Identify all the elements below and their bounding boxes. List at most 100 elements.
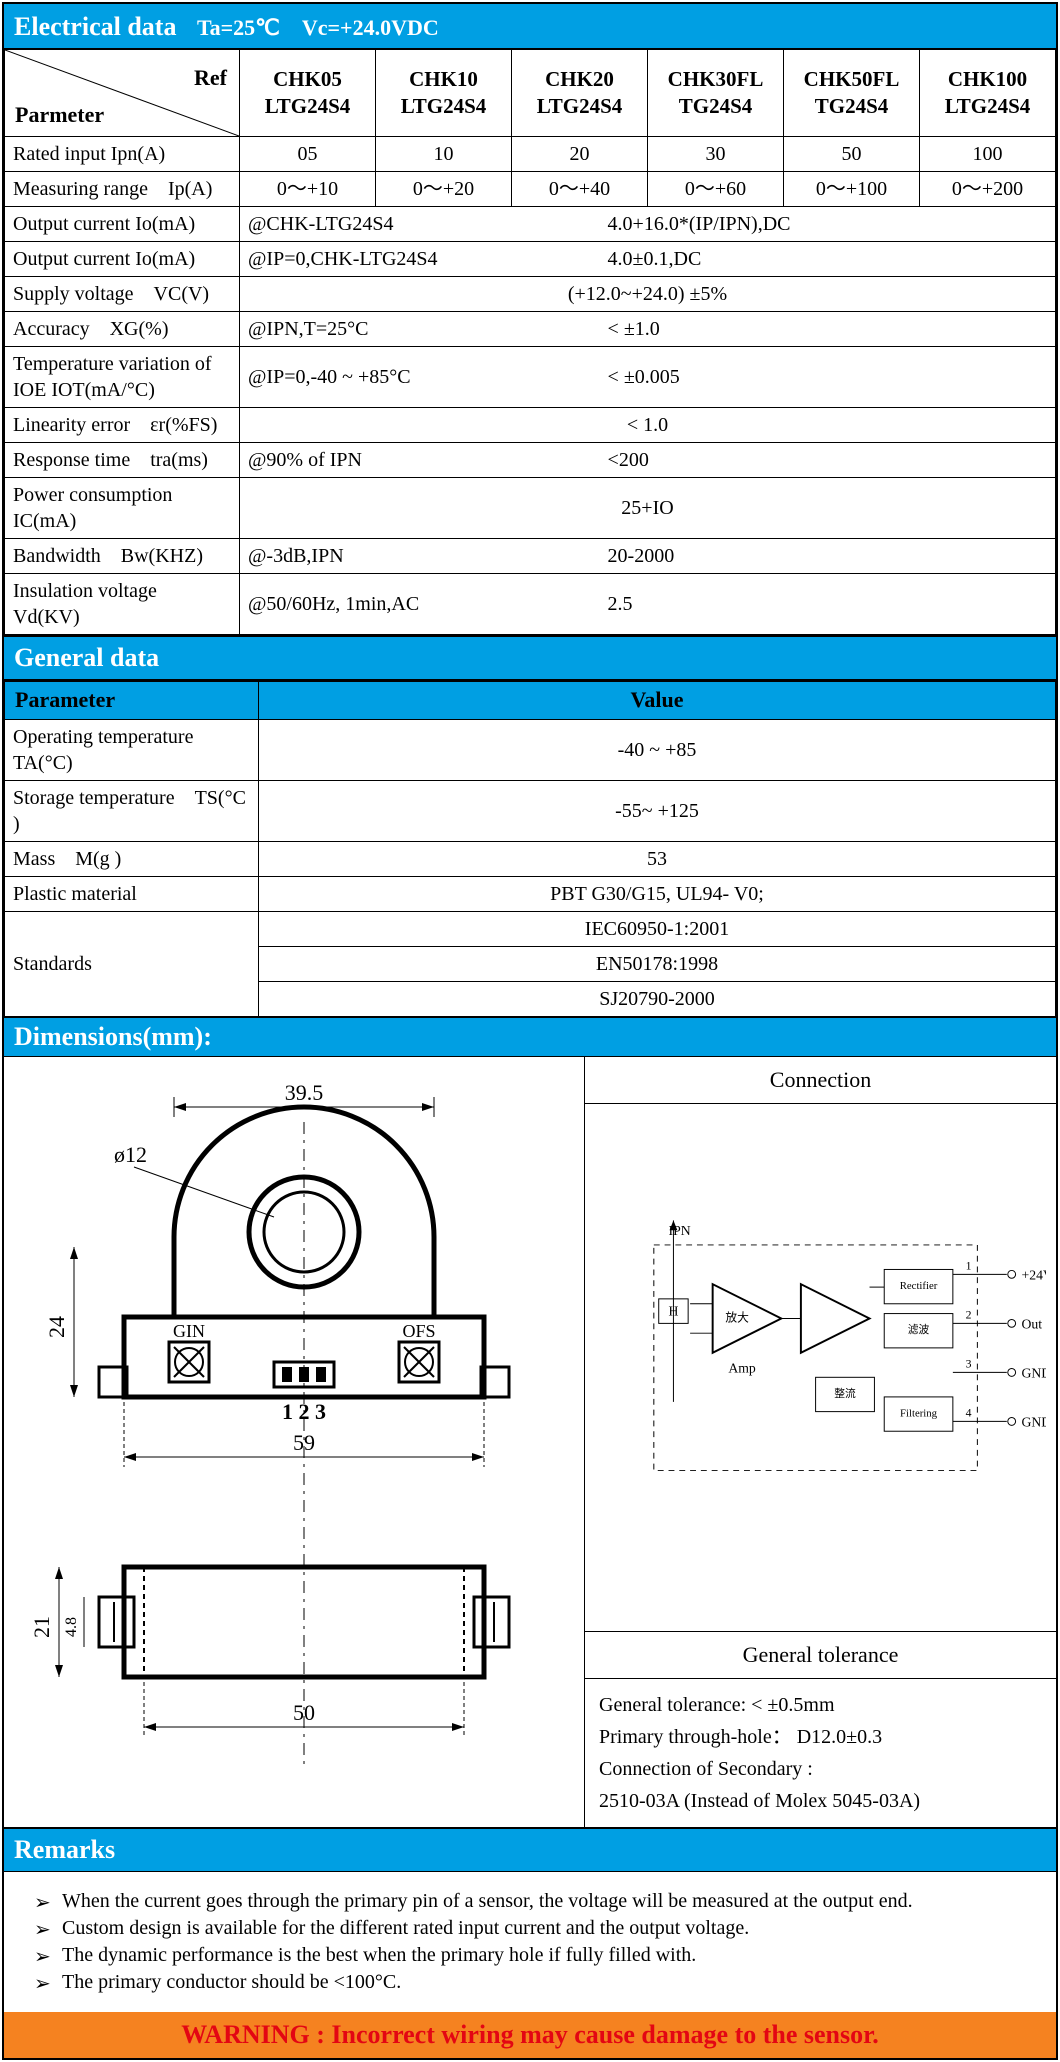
general-table: Parameter Value Operating temperature TA…: [4, 680, 1056, 1017]
pin4: 4: [966, 1406, 972, 1419]
gnd2-label: GND: [1021, 1414, 1046, 1429]
param-label: Linearity error εr(%FS): [5, 408, 240, 443]
cell: @CHK-LTG24S44.0+16.0*(IP/IPN),DC: [240, 207, 1056, 242]
out-label: Out: [1021, 1316, 1042, 1331]
remark-text: Custom design is available for the diffe…: [62, 1917, 749, 1942]
electrical-table: Ref Parmeter CHK05 LTG24S4 CHK10 LTG24S4…: [4, 49, 1056, 635]
remarks-header: Remarks: [4, 1827, 1056, 1872]
parameter-label: Parmeter: [15, 101, 104, 130]
cell: 0～+60: [648, 172, 784, 207]
cell: (+12.0~+24.0) ±5%: [240, 277, 1056, 312]
val: 20-2000: [608, 543, 1047, 569]
dim-h21: 21: [29, 1616, 54, 1638]
dimensions-header: Dimensions(mm):: [4, 1017, 1056, 1057]
table-row: Mass M(g )53: [5, 841, 1056, 876]
table-row: Output current Io(mA) @CHK-LTG24S44.0+16…: [5, 207, 1056, 242]
filt-label: Filtering: [900, 1407, 938, 1419]
val: 2.5: [608, 591, 1047, 617]
pin3: 3: [966, 1357, 972, 1370]
cell: 53: [259, 841, 1056, 876]
rect-label: Rectifier: [900, 1280, 938, 1292]
model-col-3: CHK30FL TG24S4: [648, 50, 784, 137]
cond: @IP=0,-40 ~ +85°C: [248, 364, 608, 390]
warning-banner: WARNING : Incorrect wiring may cause dam…: [4, 2012, 1056, 2058]
chevron-icon: ➢: [34, 1944, 62, 1969]
table-row: Accuracy XG(%) @IPN,T=25°C< ±1.0: [5, 312, 1056, 347]
general-header: General data: [4, 635, 1056, 680]
param-label: Response time tra(ms): [5, 443, 240, 478]
rect-cn: 整流: [834, 1387, 856, 1400]
filt-cn: 滤波: [908, 1323, 930, 1336]
param-label: Measuring range Ip(A): [5, 172, 240, 207]
tolerance-title: General tolerance: [585, 1632, 1056, 1679]
dim-top-width: 39.5: [285, 1080, 324, 1105]
cell: IEC60950-1:2001: [259, 911, 1056, 946]
model-col-1: CHK10 LTG24S4: [376, 50, 512, 137]
remark-item: ➢The primary conductor should be <100°C.: [34, 1971, 1026, 1996]
connection-svg: IPN H 放大 Amp Rect: [595, 1114, 1046, 1621]
val: < ±0.005: [608, 364, 1047, 390]
pin2: 2: [966, 1308, 972, 1321]
model-col-5: CHK100 LTG24S4: [920, 50, 1056, 137]
electrical-subtitle: Ta=25℃ Vc=+24.0VDC: [197, 15, 439, 40]
val: < ±1.0: [608, 316, 1047, 342]
tol-line: General tolerance: < ±0.5mm: [599, 1689, 1042, 1721]
remark-text: When the current goes through the primar…: [62, 1890, 913, 1915]
cell: 05: [240, 137, 376, 172]
cell: @90% of IPN<200: [240, 443, 1056, 478]
dim-hole: ø12: [114, 1142, 147, 1167]
cell: 0～+200: [920, 172, 1056, 207]
remark-text: The primary conductor should be <100°C.: [62, 1971, 401, 1996]
cond: @IPN,T=25°C: [248, 316, 608, 342]
remark-item: ➢When the current goes through the prima…: [34, 1890, 1026, 1915]
table-row: Power consumption IC(mA) 25+IO: [5, 478, 1056, 539]
cond: @50/60Hz, 1min,AC: [248, 591, 608, 617]
cell: @IP=0,CHK-LTG24S44.0±0.1,DC: [240, 242, 1056, 277]
param-ref-corner: Ref Parmeter: [5, 50, 240, 137]
cell: 0～+20: [376, 172, 512, 207]
table-row: Measuring range Ip(A) 0～+10 0～+20 0～+40 …: [5, 172, 1056, 207]
gen-col1: Parameter: [5, 681, 259, 719]
cell: @IP=0,-40 ~ +85°C< ±0.005: [240, 347, 1056, 408]
remarks-body: ➢When the current goes through the prima…: [4, 1872, 1056, 2012]
param-label: Temperature variation of IOE IOT(mA/°C): [5, 347, 240, 408]
param-label: Plastic material: [5, 876, 259, 911]
dim-h24: 24: [44, 1316, 69, 1338]
tolerance-body: General tolerance: < ±0.5mm Primary thro…: [585, 1679, 1056, 1827]
table-row: Insulation voltage Vd(KV) @50/60Hz, 1min…: [5, 574, 1056, 635]
table-row: Operating temperature TA(°C)-40 ~ +85: [5, 719, 1056, 780]
cond: @90% of IPN: [248, 447, 608, 473]
dimensions-box: 39.5 ø12 GIN: [4, 1057, 1056, 1827]
connection-title: Connection: [585, 1057, 1056, 1104]
pin1: 1: [966, 1259, 972, 1272]
dim-4-8: 4.8: [63, 1617, 80, 1637]
param-label: Accuracy XG(%): [5, 312, 240, 347]
dimension-drawing: 39.5 ø12 GIN: [4, 1057, 585, 1827]
val: 4.0±0.1,DC: [608, 246, 1047, 272]
param-label: Output current Io(mA): [5, 242, 240, 277]
remark-text: The dynamic performance is the best when…: [62, 1944, 696, 1969]
param-label: Insulation voltage Vd(KV): [5, 574, 240, 635]
cond: @IP=0,CHK-LTG24S4: [248, 246, 608, 272]
general-title: General data: [14, 643, 159, 672]
param-label: Storage temperature TS(°C ): [5, 780, 259, 841]
cell: @50/60Hz, 1min,AC2.5: [240, 574, 1056, 635]
table-row: Plastic materialPBT G30/G15, UL94- V0;: [5, 876, 1056, 911]
table-row: Supply voltage VC(V) (+12.0~+24.0) ±5%: [5, 277, 1056, 312]
cell: 10: [376, 137, 512, 172]
table-row: Response time tra(ms) @90% of IPN<200: [5, 443, 1056, 478]
model-col-4: CHK50FL TG24S4: [784, 50, 920, 137]
table-row: StandardsIEC60950-1:2001: [5, 911, 1056, 946]
cell: < 1.0: [240, 408, 1056, 443]
cell: 0～+100: [784, 172, 920, 207]
chevron-icon: ➢: [34, 1890, 62, 1915]
model-col-0: CHK05 LTG24S4: [240, 50, 376, 137]
param-label: Output current Io(mA): [5, 207, 240, 242]
param-label: Standards: [5, 911, 259, 1016]
tol-line: Connection of Secondary :: [599, 1753, 1042, 1785]
cell: -55~ +125: [259, 780, 1056, 841]
dimensions-title: Dimensions(mm):: [14, 1022, 212, 1051]
tol-line: Primary through-hole： D12.0±0.3: [599, 1721, 1042, 1753]
param-label: Power consumption IC(mA): [5, 478, 240, 539]
mechanical-drawing-svg: 39.5 ø12 GIN: [14, 1067, 554, 1797]
